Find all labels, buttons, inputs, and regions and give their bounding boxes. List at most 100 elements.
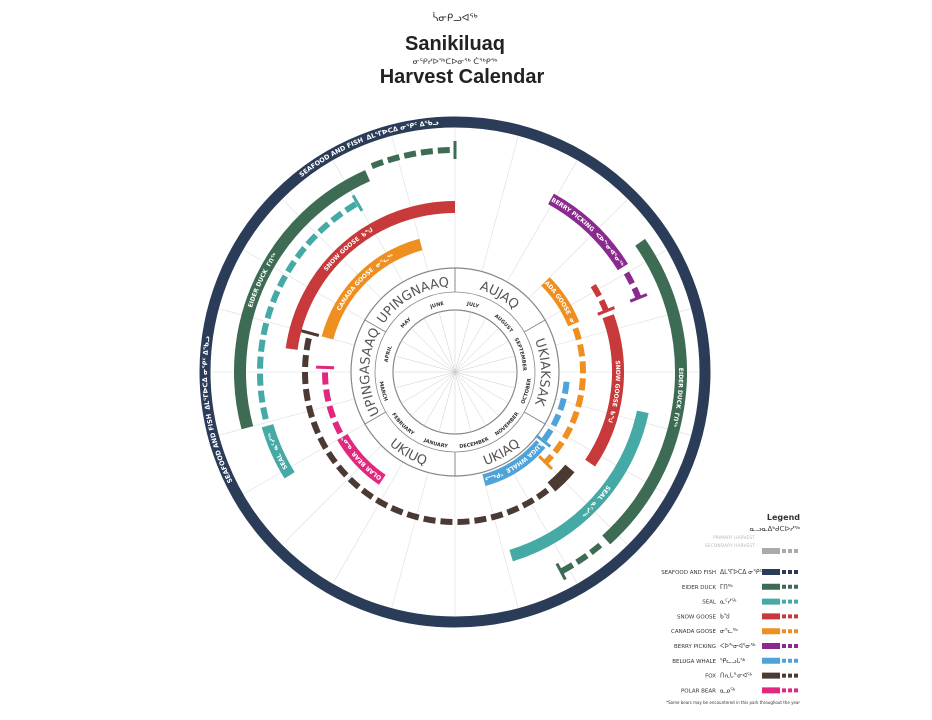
legend-syllabic: ᒥᑎᖅ — [720, 584, 733, 591]
arc-label-path: POLAR BEARᓇᓄᖅ — [0, 0, 383, 482]
legend-syllabic: ᓇᑦᓯᖅ — [720, 599, 736, 606]
legend-name: EIDER DUCK — [682, 585, 716, 591]
season-name-path: UKIAKSAK — [531, 337, 552, 408]
legend-name: SEAFOOD AND FISH — [661, 570, 716, 576]
legend-title: Legend — [767, 513, 800, 522]
title: Sanikiluaq — [405, 33, 505, 55]
inner-spoke — [423, 318, 456, 373]
season-divider — [524, 319, 546, 333]
species-syllabic: ᐃᒪᕐᒥᐅᑕᐃ ᓂᕿᑦ ᐃᖃᓗ — [201, 336, 212, 411]
seafood-label: SEAFOOD AND FISHᐃᒪᕐᒥᐅᑕᐃ ᓂᕿᑦ ᐃᖃᓗ — [298, 119, 439, 179]
month-name: APRIL — [384, 344, 394, 362]
inner-spoke — [410, 327, 456, 373]
species-name: SNOW GOOSE — [322, 235, 360, 272]
season-divider — [364, 411, 386, 425]
legend-name: BERRY PICKING — [674, 644, 716, 650]
harvest-arc — [559, 542, 603, 575]
legend-name: BELUGA WHALE — [672, 659, 716, 665]
month-name-path: JUNE — [429, 301, 445, 311]
seafood-label-path: SEAFOOD AND FISH ᐃᒪᕐᒥᐅᑕᐃ ᓂᕿᑦ ᐃᖃᓗ — [201, 336, 234, 485]
species-name: SEAFOOD AND FISH — [298, 136, 365, 179]
syllabic-subtitle: ᓂᕿᓯᐅᖅᑕᐅᓂᖅ ᑖᖅᑭᖅ — [413, 56, 498, 66]
arc-label-path: EIDER DUCK ᒥᑎᖅ — [671, 368, 685, 428]
month-name: JUNE — [429, 301, 445, 311]
harvest-arc — [261, 423, 295, 479]
arc-cap — [316, 365, 335, 370]
harvest-arc — [302, 332, 550, 525]
harvest-arc — [321, 238, 423, 340]
harvest-arc — [541, 277, 580, 327]
arc-label: EIDER DUCK ᒥᑎᖅ — [671, 368, 685, 428]
legend-syllabic-title: ᓇᓗᓇᐃᒃᑯᑕᐅᓯᖅ — [750, 525, 801, 533]
inner-spoke — [454, 371, 472, 432]
inner-spoke — [454, 371, 509, 404]
arc-label-path: SNOW GOOSE ᑲᖑ — [607, 360, 622, 424]
month-name: MARCH — [378, 381, 389, 402]
month-name-path: JULY — [465, 301, 480, 310]
legend-syllabic: ᑲᖑ — [720, 613, 730, 620]
harvest-arc — [585, 314, 624, 467]
arc-cap — [629, 293, 648, 303]
seafood-label: SEAFOOD AND FISH ᐃᒪᕐᒥᐅᑕᐃ ᓂᕿᑦ ᐃᖃᓗ — [201, 336, 234, 485]
inner-spoke — [454, 318, 487, 373]
legend-syllabic: ᐃᒪᕐᒥᐅᑕᐃ ᓂᕿᑦ ᐃᖃᓗ — [720, 569, 780, 576]
harvest-arc — [509, 410, 649, 562]
arc-cap — [301, 329, 320, 337]
month-name: JULY — [465, 301, 480, 310]
harvest-arc — [285, 201, 456, 350]
harvest-arc — [590, 284, 609, 313]
inner-spoke — [395, 355, 456, 373]
subtitle: Harvest Calendar — [380, 66, 545, 88]
species-name: POLAR BEAR — [0, 0, 383, 482]
legend-name: SEAL — [702, 600, 717, 606]
legend-syllabic: ᑎᕆᒐᓐᓂᐊᖅ — [720, 673, 752, 680]
legend-name: SNOW GOOSE — [677, 614, 717, 620]
arc-cap — [535, 434, 552, 448]
inner-spoke — [401, 340, 456, 373]
syllabic-name: ᓵᓂᑭᓗᐊᖅ — [432, 11, 477, 24]
inner-spoke — [454, 312, 472, 373]
legend-primary: PRIMARY HARVEST — [713, 535, 755, 541]
legend-secondary: SECONDARY HARVEST — [705, 543, 755, 549]
harvest-arc — [337, 433, 386, 485]
species-name: EIDER DUCK — [674, 368, 684, 410]
arc-label: SNOW GOOSE ᑲᖑ — [607, 360, 622, 424]
month-name-path: APRIL — [384, 344, 394, 362]
inner-spoke — [454, 371, 515, 389]
legend-name: CANADA GOOSE — [671, 629, 717, 635]
arc-label: POLAR BEARᓇᓄᖅ — [0, 0, 383, 482]
season-divider — [524, 411, 546, 425]
inner-spoke — [401, 371, 456, 404]
harvest-arc — [540, 381, 570, 443]
inner-spoke — [454, 327, 500, 373]
harvest-arc — [548, 193, 628, 271]
harvest-arc — [602, 238, 687, 545]
seafood-label-path: SEAFOOD AND FISHᐃᒪᕐᒥᐅᑕᐃ ᓂᕿᑦ ᐃᖃᓗ — [298, 119, 439, 179]
arc-cap — [597, 306, 616, 316]
inner-spoke — [423, 371, 456, 426]
harvest-arc — [543, 327, 586, 465]
species-name: SNOW GOOSE — [611, 360, 622, 407]
seafood-ring — [199, 116, 711, 628]
harvest-arc — [370, 147, 456, 169]
arc-cap — [555, 562, 567, 581]
species-name: SEAFOOD AND FISH — [205, 413, 235, 484]
inner-spoke — [454, 355, 515, 373]
legend-syllabic: ᓇᓄᖅ — [720, 687, 735, 694]
harvest-arc — [257, 200, 360, 420]
species-syllabic: ᒥᑎᖅ — [671, 412, 681, 428]
legend-name: FOX — [705, 674, 716, 680]
species-name: CANADA GOOSE — [335, 266, 375, 312]
inner-spoke — [438, 312, 456, 373]
harvest-arc — [547, 464, 575, 492]
season-name: UKIAKSAK — [531, 337, 552, 408]
month-name-path: MARCH — [378, 381, 389, 402]
legend-note: *Some bears may be encountered in this p… — [666, 700, 800, 705]
harvest-arc — [322, 367, 343, 435]
legend-name: POLAR BEAR — [681, 688, 716, 694]
species-name: BERRY PICKING — [550, 196, 596, 233]
inner-spoke — [454, 340, 509, 373]
harvest-arc — [623, 271, 642, 299]
inner-spoke — [410, 371, 456, 417]
